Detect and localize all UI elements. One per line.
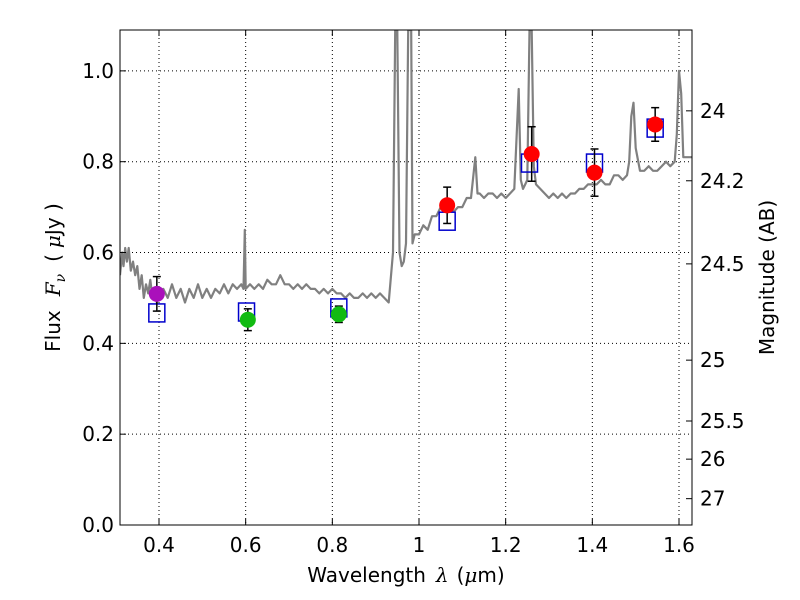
y-tick-label: 0.6 bbox=[82, 241, 114, 265]
x-tick-label: 0.6 bbox=[230, 533, 262, 557]
observed-flux-point bbox=[647, 116, 664, 133]
axis-ticks: 0.4 0.6 0.8 1 1.2 1.4 1.6 0.0 0.2 0.4 0.6 0.8 1.0 24 2… bbox=[82, 30, 745, 557]
x-tick-label: 1.2 bbox=[490, 533, 522, 557]
x-tick-label: 0.4 bbox=[143, 533, 175, 557]
right-tick-label: 27 bbox=[700, 487, 725, 511]
observed-flux-point bbox=[239, 311, 256, 328]
plot-frame bbox=[119, 29, 693, 526]
y-tick-label: 0.4 bbox=[82, 331, 114, 355]
observed-fluxes bbox=[148, 106, 664, 332]
observed-flux-point bbox=[586, 164, 603, 181]
right-tick-label: 25 bbox=[700, 348, 725, 372]
y-tick-label: 0.8 bbox=[82, 150, 114, 174]
observed-flux-point bbox=[148, 285, 165, 302]
x-tick-label: 1.6 bbox=[663, 533, 695, 557]
right-tick-label: 25.5 bbox=[700, 409, 745, 433]
right-axis-label: Magnitude (AB) bbox=[755, 200, 779, 355]
x-tick-label: 1.4 bbox=[576, 533, 608, 557]
y-tick-label: 0.0 bbox=[82, 513, 114, 537]
x-axis-label: Wavelength λ (μm) bbox=[307, 563, 504, 587]
observed-flux-point bbox=[330, 306, 347, 323]
right-tick-label: 26 bbox=[700, 447, 725, 471]
observed-flux-point bbox=[439, 197, 456, 214]
plot-area bbox=[120, 30, 692, 525]
y-tick-label: 1.0 bbox=[82, 59, 114, 83]
x-tick-label: 1 bbox=[413, 533, 426, 557]
right-tick-label: 24.2 bbox=[700, 169, 745, 193]
right-tick-label: 24 bbox=[700, 99, 725, 123]
observed-flux-point bbox=[523, 145, 540, 162]
y-axis-label: FluxFν(μJy ) bbox=[41, 203, 69, 352]
right-tick-label: 24.5 bbox=[700, 252, 745, 276]
y-tick-label: 0.2 bbox=[82, 422, 114, 446]
x-tick-label: 0.8 bbox=[316, 533, 348, 557]
